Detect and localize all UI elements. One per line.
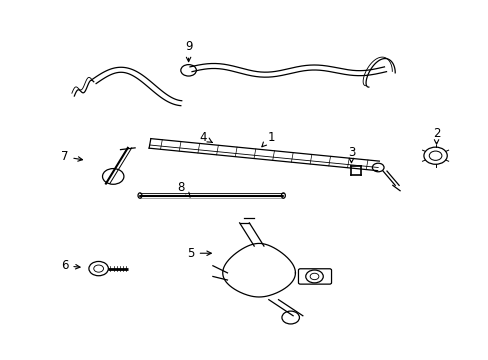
Text: 8: 8: [177, 181, 190, 197]
Text: 4: 4: [199, 131, 212, 144]
Text: 5: 5: [187, 247, 211, 260]
Text: 2: 2: [432, 127, 439, 144]
Text: 6: 6: [61, 259, 80, 272]
Text: 9: 9: [184, 40, 192, 62]
Text: 3: 3: [347, 146, 354, 163]
Text: 7: 7: [61, 150, 82, 163]
Text: 1: 1: [262, 131, 274, 147]
